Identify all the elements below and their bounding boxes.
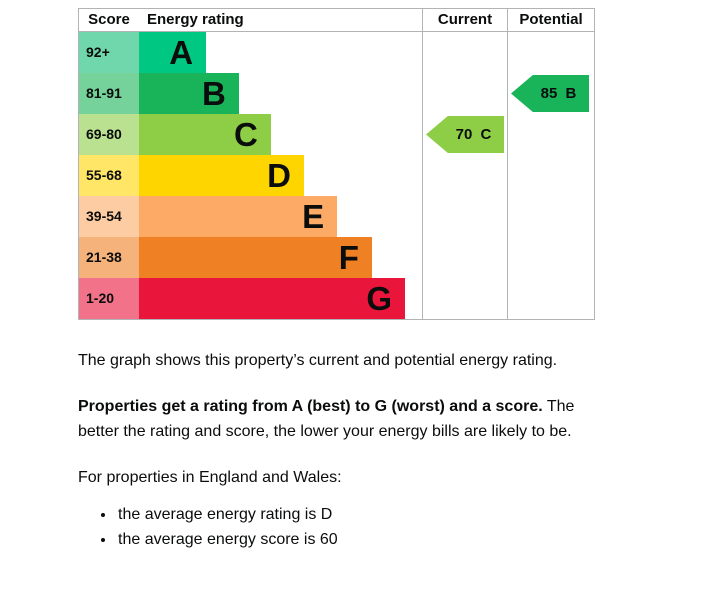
potential-rating-arrow: 85 B: [511, 75, 589, 112]
england-wales-intro: For properties in England and Wales:: [78, 469, 342, 486]
band-row-g: G: [139, 278, 422, 319]
score-cell-d: 55-68: [79, 155, 139, 196]
graph-summary-text: The graph shows this property’s current …: [78, 352, 558, 369]
score-cell-f: 21-38: [79, 237, 139, 278]
band-row-d: D: [139, 155, 422, 196]
band-row-a: A: [139, 32, 422, 73]
band-bar-g: G: [139, 278, 406, 319]
average-score-item: the average energy score is 60: [116, 527, 618, 552]
band-row-f: F: [139, 237, 422, 278]
score-cell-b: 81-91: [79, 73, 139, 114]
rating-explanation-rest: The better the rating and score, the low…: [78, 398, 575, 440]
band-bar-d: D: [139, 155, 304, 196]
band-bar-f: F: [139, 237, 372, 278]
score-cell-e: 39-54: [79, 196, 139, 237]
score-cell-a: 92+: [79, 32, 139, 73]
potential-header: Potential: [508, 9, 594, 32]
averages-list: the average energy rating is D the avera…: [78, 502, 618, 552]
band-row-e: E: [139, 196, 422, 237]
average-rating-item: the average energy rating is D: [116, 502, 618, 527]
current-header: Current: [423, 9, 507, 32]
band-bar-a: A: [139, 32, 207, 73]
energy-rating-header: Energy rating: [139, 9, 422, 32]
current-column: Current 70 C: [422, 9, 507, 319]
band-bar-b: B: [139, 73, 239, 114]
rating-explanation-bold: Properties get a rating from A (best) to…: [78, 398, 543, 415]
current-rating-arrow: 70 C: [426, 116, 504, 153]
band-row-b: B: [139, 73, 422, 114]
epc-rating-chart: Score 92+ 81-91 69-80 55-68 39-54 21-38 …: [78, 8, 595, 320]
epc-description: The graph shows this property’s current …: [78, 348, 618, 552]
band-row-c: C: [139, 114, 422, 155]
band-bar-c: C: [139, 114, 271, 155]
band-bar-e: E: [139, 196, 338, 237]
potential-column: Potential 85 B: [507, 9, 594, 319]
rating-explanation-text: Properties get a rating from A (best) to…: [78, 394, 618, 444]
score-cell-g: 1-20: [79, 278, 139, 319]
score-header: Score: [79, 9, 139, 32]
rating-column: Energy rating A B C D E F G: [139, 9, 422, 319]
score-column: Score 92+ 81-91 69-80 55-68 39-54 21-38 …: [79, 9, 139, 319]
score-cell-c: 69-80: [79, 114, 139, 155]
